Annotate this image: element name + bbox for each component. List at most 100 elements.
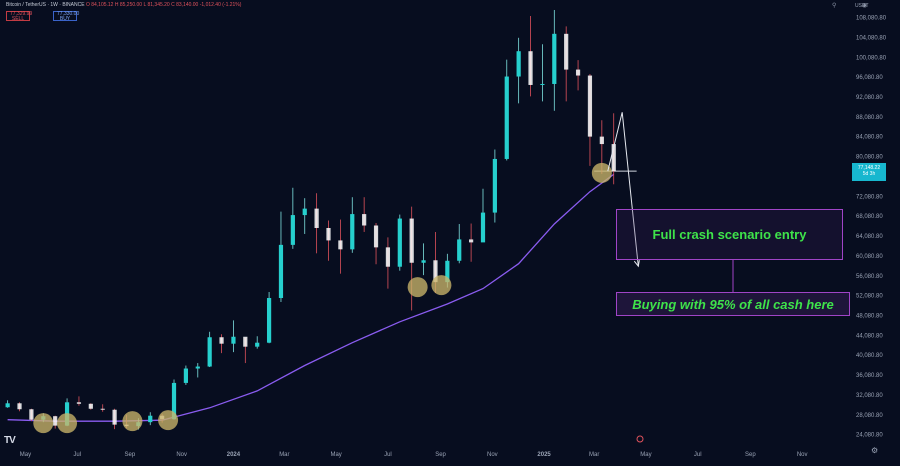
- tradingview-logo[interactable]: TV: [4, 435, 16, 446]
- x-tick-label: May: [20, 452, 31, 458]
- buying-annotation[interactable]: Buying with 95% of all cash here: [616, 292, 850, 316]
- candle-body: [433, 260, 438, 283]
- candle-body: [112, 409, 117, 425]
- candle-body: [148, 415, 153, 423]
- candle-body: [445, 260, 450, 283]
- entry-marker: [158, 410, 179, 431]
- x-tick-label: Sep: [125, 452, 136, 458]
- y-tick-label: 40,080.80: [856, 353, 883, 359]
- y-tick-label: 48,080.80: [856, 313, 883, 319]
- y-tick-label: 100,080.80: [856, 55, 887, 61]
- x-tick-label: May: [330, 452, 341, 458]
- candle-body: [397, 218, 402, 267]
- candle-body: [552, 33, 557, 84]
- candle-body: [290, 215, 295, 245]
- symbol-line: Bitcoin / TetherUS · 1W · BINANCE: [6, 2, 85, 8]
- candle-body: [302, 208, 307, 216]
- replay-icon[interactable]: ◉: [862, 3, 868, 9]
- y-tick-label: 32,080.80: [856, 393, 883, 399]
- candle-body: [492, 158, 497, 213]
- candle-body: [255, 342, 260, 347]
- candle-body: [457, 239, 462, 261]
- entry-marker: [33, 413, 54, 434]
- y-tick-label: 44,080.80: [856, 333, 883, 339]
- candle-body: [385, 247, 391, 267]
- y-tick-label: 104,080.80: [856, 35, 887, 41]
- candle-body: [314, 208, 319, 228]
- event-marker: [636, 435, 644, 443]
- candle-body: [373, 225, 379, 248]
- search-icon[interactable]: ⚲: [832, 3, 837, 9]
- candle-body: [219, 337, 224, 344]
- buy-button[interactable]: 77,330.00 BUY: [53, 11, 79, 22]
- x-tick-label: Nov: [487, 452, 498, 458]
- y-tick-label: 84,080.80: [856, 135, 883, 141]
- candle-body: [421, 260, 426, 263]
- x-tick-label: Jul: [694, 452, 702, 458]
- candle-body: [76, 402, 82, 404]
- gear-icon[interactable]: ⚙: [871, 446, 879, 455]
- candle-body: [171, 382, 177, 420]
- y-tick-label: 64,080.80: [856, 234, 883, 240]
- candle-body: [516, 51, 521, 77]
- candle-body: [195, 366, 200, 369]
- candle-body: [362, 214, 367, 226]
- candle-body: [266, 298, 272, 343]
- y-tick-label: 28,080.80: [856, 413, 883, 419]
- candle-body: [504, 76, 509, 159]
- sell-button[interactable]: 77,329.99 SELL: [6, 11, 32, 22]
- x-tick-label: Mar: [589, 452, 599, 458]
- candle-body: [540, 83, 545, 85]
- candle-body: [29, 409, 34, 420]
- y-tick-label: 80,080.80: [856, 155, 883, 161]
- y-tick-label: 24,080.80: [856, 433, 883, 439]
- candle-body: [338, 240, 343, 250]
- x-tick-label: Sep: [435, 452, 446, 458]
- candle-body: [409, 218, 414, 263]
- x-tick-label: 2024: [227, 452, 241, 458]
- ohlc-values: O 84,105.12 H 85,250.00 L 81,345.20 C 83…: [85, 2, 242, 8]
- candle-body: [207, 337, 212, 367]
- candle-body: [17, 403, 22, 410]
- last-price-tag: 77,148.22 5d 3h: [852, 163, 886, 181]
- candle-body: [5, 403, 10, 408]
- candle-body: [243, 336, 248, 347]
- entry-annotation[interactable]: Full crash scenario entry: [616, 209, 843, 260]
- x-tick-label: May: [640, 452, 651, 458]
- candle-body: [599, 136, 604, 145]
- y-tick-label: 92,080.80: [856, 95, 883, 101]
- x-tick-label: 2025: [537, 452, 551, 458]
- buying-annotation-label: Buying with 95% of all cash here: [632, 296, 834, 312]
- candle-body: [528, 51, 533, 85]
- candle-body: [350, 214, 355, 250]
- currency-label[interactable]: USDT: [855, 3, 869, 9]
- x-tick-label: Nov: [797, 452, 808, 458]
- y-tick-label: 108,080.80: [856, 16, 887, 22]
- entry-marker: [57, 413, 78, 434]
- candle-body: [587, 75, 593, 137]
- y-tick-label: 68,080.80: [856, 214, 883, 220]
- moving-average-line: [7, 173, 615, 422]
- candle-body: [100, 408, 105, 410]
- y-tick-label: 60,080.80: [856, 254, 883, 260]
- candle-body: [183, 368, 188, 383]
- candle-body: [278, 244, 284, 299]
- candle-body: [231, 336, 236, 344]
- x-tick-label: Mar: [279, 452, 289, 458]
- entry-marker: [122, 411, 143, 432]
- x-tick-label: Nov: [176, 452, 187, 458]
- projection-path: [607, 112, 639, 267]
- y-tick-label: 88,080.80: [856, 115, 883, 121]
- candle-body: [564, 33, 569, 70]
- y-tick-label: 96,080.80: [856, 75, 883, 81]
- candle-body: [469, 239, 474, 243]
- y-tick-label: 56,080.80: [856, 274, 883, 280]
- x-tick-label: Jul: [384, 452, 392, 458]
- x-tick-label: Jul: [73, 452, 81, 458]
- candle-body: [326, 227, 331, 241]
- candle-body: [480, 212, 486, 243]
- symbol-header: Bitcoin / TetherUS · 1W · BINANCE O 84,1…: [6, 2, 241, 8]
- entry-marker: [431, 275, 452, 296]
